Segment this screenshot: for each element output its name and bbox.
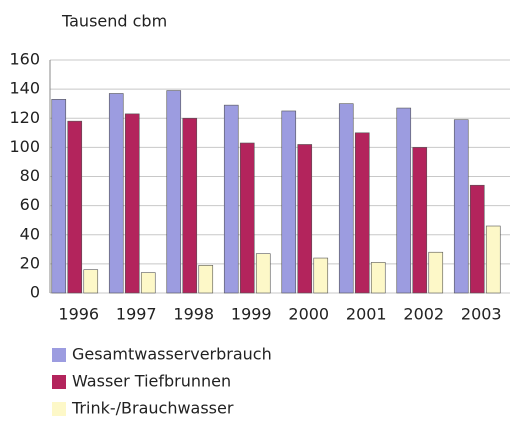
- x-tick-label: 1997: [116, 305, 157, 324]
- legend-swatch: [52, 375, 66, 389]
- legend-label: Wasser Tiefbrunnen: [72, 372, 231, 391]
- y-tick-label: 140: [9, 79, 40, 98]
- y-tick-label: 160: [9, 50, 40, 69]
- x-tick-label: 1999: [231, 305, 272, 324]
- y-tick-label: 60: [20, 195, 40, 214]
- bar: [166, 90, 182, 294]
- y-tick-label: 0: [30, 283, 40, 302]
- x-tick-label: 1998: [173, 305, 214, 324]
- bar: [239, 142, 255, 294]
- legend-swatch: [52, 402, 66, 416]
- bar: [182, 117, 198, 294]
- bar: [396, 107, 412, 294]
- legend-label: Gesamtwasserverbrauch: [72, 345, 272, 364]
- bar: [338, 103, 354, 294]
- bar: [108, 93, 124, 294]
- bar: [485, 225, 501, 294]
- bar: [51, 99, 67, 294]
- y-tick-label: 80: [20, 166, 40, 185]
- y-tick-label: 40: [20, 224, 40, 243]
- bar: [255, 253, 271, 294]
- x-tick-label: 1996: [58, 305, 99, 324]
- x-tick-label: 2003: [461, 305, 502, 324]
- y-tick-label: 100: [9, 137, 40, 156]
- bar: [83, 269, 99, 294]
- bar: [297, 144, 313, 294]
- x-tick-label: 2002: [403, 305, 444, 324]
- y-tick-label: 20: [20, 253, 40, 272]
- y-tick-label: 120: [9, 108, 40, 127]
- bar: [354, 132, 370, 294]
- bar: [198, 265, 214, 294]
- bar: [469, 184, 485, 294]
- legend-swatch: [52, 348, 66, 362]
- bar: [140, 272, 156, 294]
- bar: [313, 257, 329, 294]
- x-tick-label: 2001: [346, 305, 387, 324]
- bar: [67, 120, 83, 294]
- x-tick-label: 2000: [288, 305, 329, 324]
- chart-title: Tausend cbm: [61, 12, 167, 31]
- bar: [428, 251, 444, 294]
- bar: [412, 147, 428, 294]
- bar: [370, 262, 386, 294]
- bar: [124, 113, 140, 294]
- bar: [281, 110, 297, 294]
- bar: [223, 104, 239, 294]
- legend-label: Trink-/Brauchwasser: [71, 399, 234, 418]
- bar: [453, 119, 469, 294]
